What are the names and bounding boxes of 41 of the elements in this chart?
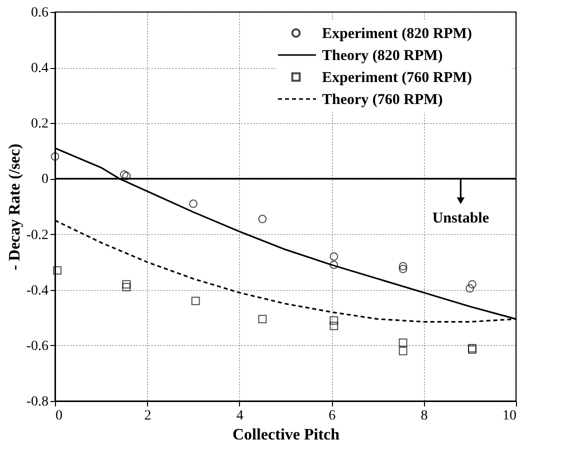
point — [122, 172, 131, 180]
point — [466, 284, 474, 293]
legend-label: Experiment (820 RPM) — [322, 26, 472, 42]
point — [50, 152, 60, 161]
point — [53, 266, 62, 275]
y-tick-label: -0.2 — [26, 228, 48, 243]
y-tick-label: -0.4 — [26, 283, 48, 298]
y-tick-label: 0.2 — [31, 116, 48, 132]
y-tick-label: 0.4 — [31, 61, 48, 76]
point — [122, 282, 131, 292]
x-tick-label: 2 — [144, 408, 152, 424]
point — [330, 322, 338, 330]
point — [122, 280, 131, 289]
point — [330, 260, 338, 270]
x-tick-label: 8 — [420, 408, 428, 424]
x-tick-label: 0 — [56, 408, 62, 424]
point — [330, 252, 338, 261]
legend-label: Experiment (760 RPM) — [322, 70, 472, 86]
legend-label: Theory (820 RPM) — [322, 48, 443, 64]
point — [398, 264, 408, 274]
legend-label: Theory (760 RPM) — [322, 92, 443, 108]
point — [189, 200, 198, 208]
ref-line-label: Unstable — [432, 210, 490, 227]
x-tick-label: 4 — [236, 408, 244, 424]
y-tick-label: -0.6 — [26, 338, 48, 354]
y-tick-label: 0.6 — [31, 6, 48, 20]
point — [398, 338, 408, 347]
y-tick-label: 0 — [42, 172, 48, 188]
point — [330, 316, 338, 325]
x-axis-title: Collective Pitch — [232, 426, 340, 444]
point — [258, 214, 267, 224]
y-axis-title: - Decay Rate (/sec) — [6, 144, 24, 270]
x-tick-label: 6 — [328, 408, 336, 424]
point — [120, 170, 128, 179]
point — [258, 314, 267, 324]
y-tick-label: -0.8 — [26, 394, 48, 410]
point — [468, 280, 476, 288]
point — [398, 262, 408, 270]
x-tick-label: 10 — [502, 408, 516, 424]
point — [191, 296, 200, 306]
point — [398, 346, 408, 356]
